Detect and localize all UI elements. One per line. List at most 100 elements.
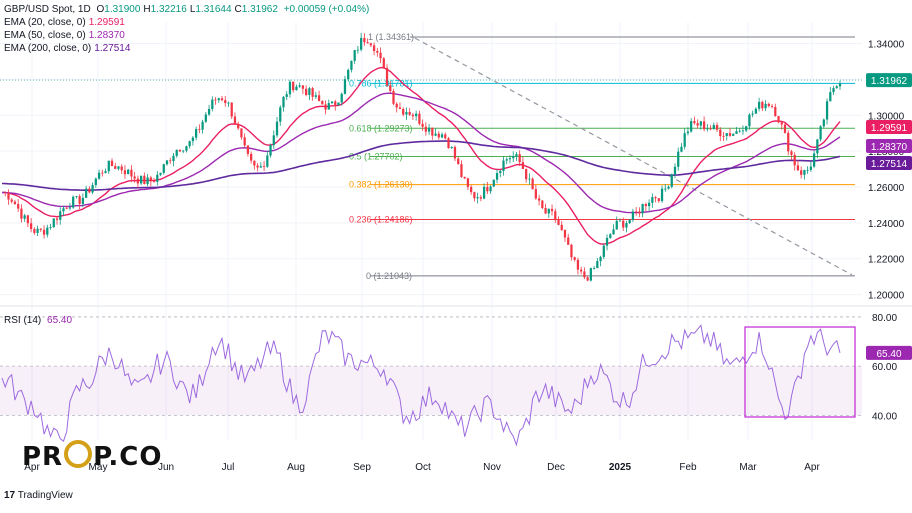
candle-body <box>398 107 402 109</box>
candle-body <box>262 166 266 168</box>
time-tick-label: Jun <box>158 462 174 473</box>
ema-legend: EMA (20, close, 0) 1.29591 EMA (50, close,… <box>4 16 130 55</box>
candle-body <box>337 102 340 106</box>
candle-body <box>246 145 250 154</box>
candle-body <box>790 151 793 155</box>
candle-body <box>670 174 673 187</box>
time-tick-label: 2025 <box>609 462 632 473</box>
candle-body <box>49 227 52 228</box>
candle-body <box>800 170 803 175</box>
time-tick-label: Oct <box>415 462 431 473</box>
candle-body <box>292 81 295 91</box>
price-tick-label: 1.20000 <box>868 291 905 302</box>
candle-body <box>59 211 62 220</box>
time-tick-label: Mar <box>739 462 757 473</box>
candle-body <box>298 85 301 87</box>
candle-body <box>343 79 347 94</box>
candle-body <box>4 192 7 194</box>
candle-body <box>816 139 819 154</box>
candle-body <box>94 178 97 186</box>
candle-body <box>424 126 427 132</box>
candle-body <box>738 130 741 132</box>
price-tick-label: 1.24000 <box>868 219 905 230</box>
candle-body <box>502 160 505 171</box>
candle-body <box>654 197 657 199</box>
candle-body <box>709 128 712 130</box>
candle-body <box>136 178 140 184</box>
candle-body <box>479 197 482 199</box>
candle-body <box>427 127 431 132</box>
candle-body <box>220 98 224 101</box>
candle-body <box>324 104 327 110</box>
candle-body <box>123 170 127 175</box>
candle-body <box>211 99 214 110</box>
candle-body <box>508 158 512 160</box>
candle-body <box>715 124 719 130</box>
candle-body <box>599 256 602 262</box>
candle-body <box>224 100 227 103</box>
candle-body <box>580 269 583 272</box>
candle-body <box>696 123 699 126</box>
candle-body <box>728 133 732 136</box>
candle-body <box>567 237 570 245</box>
rsi-tick-label: 40.00 <box>872 411 897 422</box>
candle-body <box>46 227 49 235</box>
candle-body <box>23 215 26 219</box>
candle-body <box>563 230 567 238</box>
candle-body <box>793 154 796 166</box>
candle-body <box>803 170 806 175</box>
candle-body <box>188 141 191 147</box>
fib-level-label: 1 (1.34361) <box>368 32 414 42</box>
candle-body <box>770 106 774 107</box>
candle-body <box>26 215 30 224</box>
candle-body <box>97 172 101 179</box>
rsi-pane <box>0 316 862 447</box>
candle-body <box>65 208 68 210</box>
candle-body <box>366 42 369 44</box>
downtrend-line <box>414 37 853 276</box>
candle-body <box>712 124 715 129</box>
candle-body <box>243 137 246 146</box>
tradingview-logo-icon: 17 <box>4 490 16 501</box>
candle-body <box>195 129 198 138</box>
candle-body <box>68 207 72 209</box>
candle-body <box>447 138 450 149</box>
time-tick-label: Sep <box>353 462 371 473</box>
candle-body <box>143 175 146 185</box>
candle-body <box>528 178 531 180</box>
candle-body <box>42 229 46 235</box>
candle-body <box>783 124 787 133</box>
ema-price-tag: 1.29591 <box>871 123 908 134</box>
candle-body <box>20 208 23 219</box>
candle-body <box>327 103 330 110</box>
candle-body <box>589 268 592 281</box>
candle-body <box>531 178 534 190</box>
candle-body <box>631 211 635 220</box>
candle-body <box>347 69 350 80</box>
candle-body <box>360 37 363 50</box>
ema-price-tag: 1.27514 <box>871 159 908 170</box>
candle-body <box>91 185 94 193</box>
candle-body <box>602 245 605 257</box>
candle-body <box>81 197 85 204</box>
candle-body <box>382 58 385 68</box>
candle-body <box>256 165 259 168</box>
candle-body <box>505 159 508 161</box>
candle-body <box>317 95 321 101</box>
candle-body <box>560 224 563 231</box>
candle-body <box>207 109 211 115</box>
candle-body <box>392 90 395 104</box>
candle-body <box>825 101 829 120</box>
candle-body <box>596 261 599 269</box>
brand-name: TradingView <box>17 490 73 501</box>
ohlc-c: C1.31962 <box>234 4 278 15</box>
candle-body <box>466 178 470 187</box>
candle-body <box>489 186 492 192</box>
candle-body <box>521 162 525 169</box>
candle-body <box>363 37 366 43</box>
candle-body <box>253 160 256 166</box>
candle-body <box>415 113 418 117</box>
candle-body <box>266 155 269 167</box>
price-tick-label: 1.34000 <box>868 40 905 51</box>
candle-body <box>819 126 822 140</box>
